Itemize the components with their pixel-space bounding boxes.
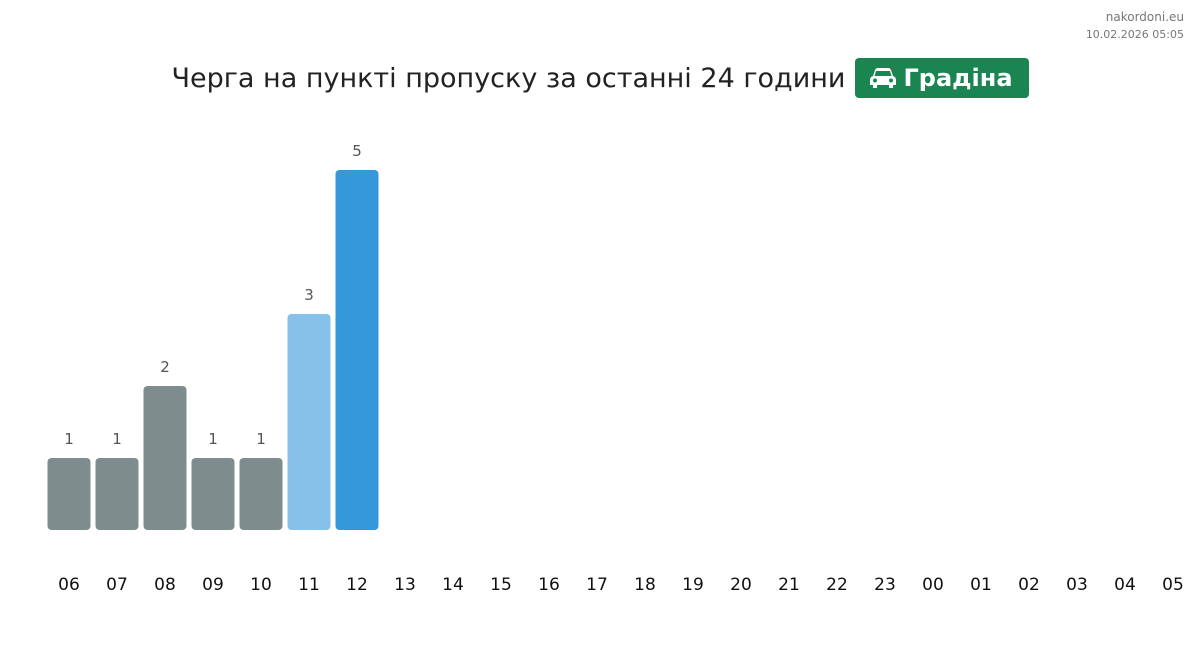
x-tick-label: 17 <box>586 575 608 595</box>
x-tick-label: 11 <box>298 575 320 595</box>
site: nakordoni.eu <box>1105 10 1184 24</box>
value-label: 5 <box>352 142 362 160</box>
x-tick-label: 06 <box>58 575 80 595</box>
timestamp: 10.02.2026 05:05 <box>1085 28 1184 41</box>
x-tick-label: 20 <box>730 575 752 595</box>
header: Черга на пункті пропуску за останні 24 г… <box>0 58 1200 98</box>
x-tick-label: 02 <box>1018 575 1040 595</box>
location-badge: Градіна <box>855 58 1029 98</box>
x-tick-label: 05 <box>1162 575 1184 595</box>
bar <box>191 458 235 530</box>
chart-title: Черга на пункті пропуску за останні 24 г… <box>171 62 846 94</box>
x-tick-label: 22 <box>826 575 848 595</box>
value-label: 1 <box>256 430 266 448</box>
x-tick-label: 14 <box>442 575 464 595</box>
x-tick-label: 09 <box>202 575 224 595</box>
x-tick-label: 00 <box>922 575 944 595</box>
x-tick-label: 10 <box>250 575 272 595</box>
value-label: 1 <box>112 430 122 448</box>
x-tick-label: 23 <box>874 575 896 595</box>
x-tick-label: 19 <box>682 575 704 595</box>
value-label: 1 <box>208 430 218 448</box>
x-tick-label: 16 <box>538 575 560 595</box>
bar <box>335 170 379 530</box>
x-tick-label: 12 <box>346 575 368 595</box>
car-icon <box>870 68 897 88</box>
x-tick-label: 08 <box>154 575 176 595</box>
bar <box>287 314 331 530</box>
meta: nakordoni.eu 10.02.2026 05:05 <box>1086 9 1184 43</box>
value-label: 3 <box>304 286 314 304</box>
bar <box>239 458 283 530</box>
value-label: 2 <box>160 358 170 376</box>
x-tick-label: 03 <box>1066 575 1088 595</box>
bar <box>47 458 91 530</box>
value-label: 1 <box>64 430 74 448</box>
x-tick-label: 04 <box>1114 575 1136 595</box>
x-tick-label: 15 <box>490 575 512 595</box>
x-tick-label: 18 <box>634 575 656 595</box>
location: Градіна <box>903 64 1013 92</box>
x-tick-label: 01 <box>970 575 992 595</box>
bar <box>95 458 139 530</box>
x-tick-label: 07 <box>106 575 128 595</box>
x-tick-label: 21 <box>778 575 800 595</box>
bar <box>143 386 187 530</box>
x-tick-label: 13 <box>394 575 416 595</box>
